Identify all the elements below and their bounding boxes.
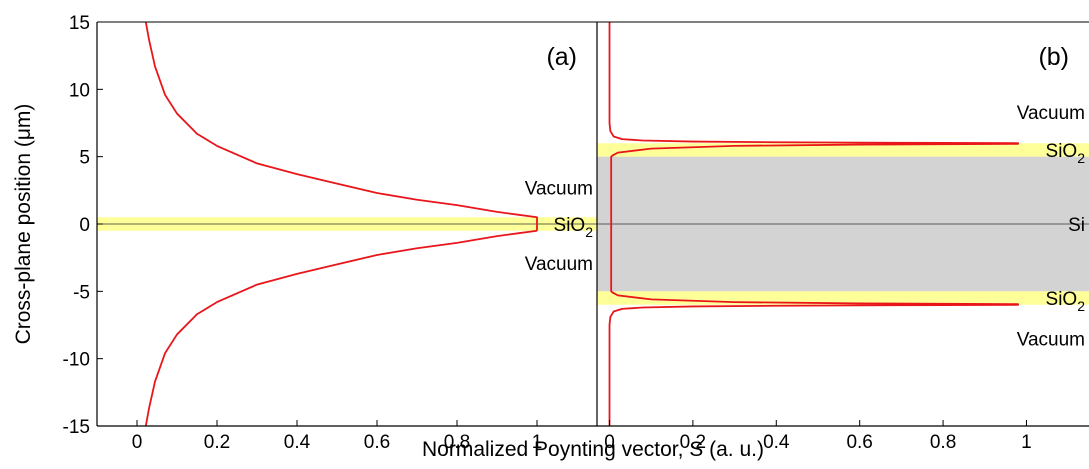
- region-label-text: Vacuum: [525, 179, 593, 200]
- poynting-curve-a-1: [144, 229, 538, 427]
- region-label-text: Si: [1068, 215, 1085, 236]
- axes-frame-layer: [96, 21, 1089, 427]
- x-axis-title: Normalized Poynting vector, S (a. u.): [422, 438, 764, 461]
- region-label-text: SiO: [554, 215, 586, 236]
- text-layer: 0 0.2 0.4 0.6 0.8 1-15-10-5051015VacuumSiO2Va…: [12, 13, 1085, 461]
- panel-label-b: (b): [1038, 43, 1069, 71]
- x-tick-label: 0.4: [763, 432, 790, 453]
- y-tick-label: -15: [63, 417, 90, 438]
- series-layer: [144, 21, 1020, 427]
- region-label-si: Si: [1068, 215, 1085, 236]
- region-label-vacuum: Vacuum: [525, 254, 593, 275]
- y-tick-label: 10: [69, 80, 90, 101]
- region-label-sio2: SiO2: [1046, 289, 1086, 314]
- x-tick-label: 0.2: [204, 432, 230, 453]
- poynting-curve-b-0: [608, 22, 1020, 426]
- y-axis-title: Cross-plane position (μm): [12, 104, 35, 345]
- x-tick-label: 0: [604, 432, 615, 453]
- region-label-subscript: 2: [1077, 298, 1085, 314]
- region-label-sio2: SiO2: [554, 215, 594, 240]
- x-tick-label: 0.4: [284, 432, 311, 453]
- region-label-text: SiO: [1046, 289, 1078, 310]
- region-label-subscript: 2: [1077, 150, 1085, 166]
- region-label-sio2: SiO2: [1046, 141, 1086, 166]
- panel-label-a: (a): [546, 43, 577, 71]
- y-tick-label: 5: [79, 148, 90, 169]
- y-tick-label: -10: [63, 350, 90, 371]
- x-tick-label: 0: [132, 432, 143, 453]
- x-tick-label: 0.6: [846, 432, 872, 453]
- region-label-subscript: 2: [585, 224, 593, 240]
- y-tick-label: -5: [73, 282, 90, 303]
- x-tick-label: 0.8: [930, 432, 956, 453]
- region-label-vacuum: Vacuum: [1017, 329, 1085, 350]
- y-tick-label: 15: [69, 13, 90, 34]
- region-label-text: SiO: [1046, 141, 1078, 162]
- poynting-curve-a-0: [144, 21, 538, 231]
- x-tick-label: 0.8: [444, 432, 470, 453]
- y-tick-label: 0: [79, 215, 90, 236]
- region-label-vacuum: Vacuum: [1017, 103, 1085, 124]
- x-tick-label: 1: [532, 432, 543, 453]
- x-tick-label: 0.2: [680, 432, 706, 453]
- region-label-text: Vacuum: [1017, 103, 1085, 124]
- x-tick-label: 0.6: [364, 432, 390, 453]
- x-tick-label: 1: [1021, 432, 1032, 453]
- region-label-vacuum: Vacuum: [525, 179, 593, 200]
- region-label-text: Vacuum: [525, 254, 593, 275]
- region-label-text: Vacuum: [1017, 329, 1085, 350]
